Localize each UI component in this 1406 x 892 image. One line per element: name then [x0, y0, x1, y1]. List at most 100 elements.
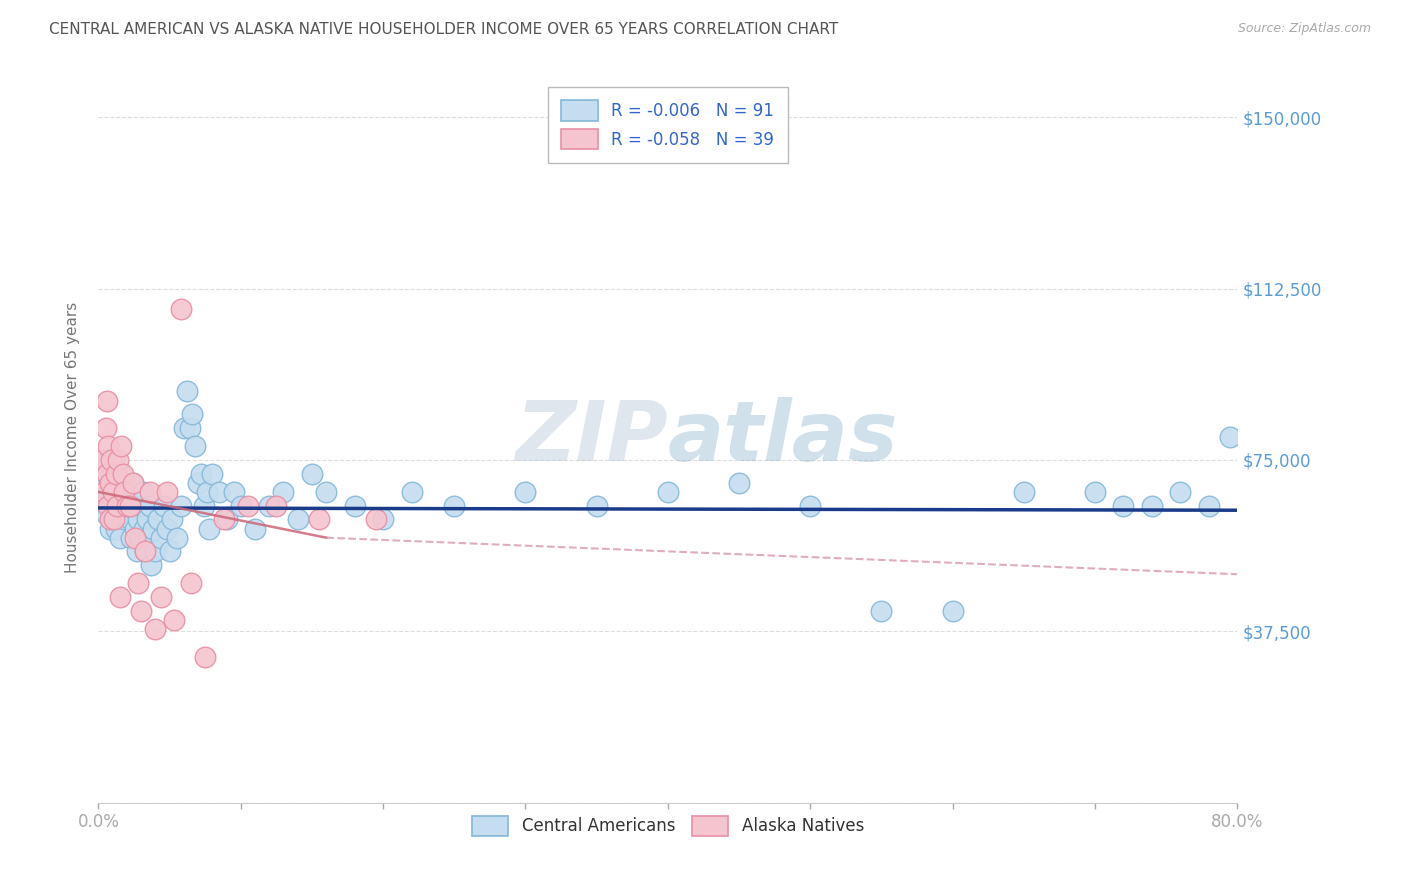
Point [135, 512, 157, 526]
Point [117, 499, 139, 513]
Point [166, 531, 188, 545]
Point [127, 512, 149, 526]
Point [373, 512, 395, 526]
Point [1170, 484, 1192, 499]
Point [98, 512, 121, 526]
Point [273, 484, 295, 499]
Y-axis label: Householder Income Over 65 years: Householder Income Over 65 years [65, 301, 80, 573]
Point [315, 484, 337, 499]
Text: CENTRAL AMERICAN VS ALASKA NATIVE HOUSEHOLDER INCOME OVER 65 YEARS CORRELATION C: CENTRAL AMERICAN VS ALASKA NATIVE HOUSEH… [49, 22, 838, 37]
Point [136, 531, 159, 545]
Point [1012, 484, 1035, 499]
Point [153, 499, 176, 513]
Point [176, 384, 198, 399]
Point [266, 499, 288, 513]
Point [134, 544, 156, 558]
Point [870, 604, 893, 618]
Point [121, 475, 143, 490]
Point [1140, 499, 1163, 513]
Point [104, 521, 127, 535]
Point [308, 512, 330, 526]
Point [125, 544, 148, 558]
Point [94, 467, 117, 481]
Point [108, 590, 131, 604]
Point [103, 512, 125, 526]
Legend: Central Americans, Alaska Natives: Central Americans, Alaska Natives [458, 802, 877, 849]
Point [139, 558, 162, 573]
Point [100, 453, 122, 467]
Point [112, 512, 135, 526]
Point [364, 512, 387, 526]
Point [187, 475, 209, 490]
Point [134, 544, 156, 558]
Point [122, 499, 145, 513]
Point [121, 475, 143, 490]
Point [93, 484, 115, 499]
Point [111, 467, 134, 481]
Point [129, 499, 152, 513]
Point [100, 467, 122, 481]
Point [96, 508, 118, 522]
Point [105, 499, 128, 513]
Point [194, 649, 217, 664]
Point [110, 439, 132, 453]
Point [97, 499, 120, 513]
Point [173, 421, 195, 435]
Point [111, 484, 134, 499]
Point [1112, 499, 1135, 513]
Point [124, 531, 146, 545]
Point [107, 499, 129, 513]
Point [128, 531, 150, 545]
Text: Source: ZipAtlas.com: Source: ZipAtlas.com [1237, 22, 1371, 36]
Point [190, 467, 212, 481]
Point [1198, 499, 1220, 513]
Point [101, 484, 124, 499]
Point [193, 499, 215, 513]
Point [98, 475, 121, 490]
Point [94, 421, 117, 435]
Point [145, 544, 167, 558]
Point [101, 484, 124, 499]
Point [1219, 430, 1241, 444]
Point [93, 499, 115, 513]
Point [108, 467, 131, 481]
Point [103, 453, 125, 467]
Point [118, 512, 141, 526]
Point [170, 301, 193, 317]
Point [132, 521, 155, 535]
Point [96, 467, 118, 481]
Point [104, 475, 127, 490]
Point [127, 576, 149, 591]
Point [101, 512, 124, 526]
Point [179, 421, 201, 435]
Point [141, 521, 163, 535]
Point [159, 544, 181, 558]
Point [343, 499, 366, 513]
Point [100, 499, 122, 513]
Point [259, 499, 281, 513]
Point [104, 467, 127, 481]
Point [208, 484, 231, 499]
Point [201, 467, 224, 481]
Point [91, 453, 114, 467]
Point [1084, 484, 1107, 499]
Point [107, 453, 129, 467]
Point [138, 499, 160, 513]
Point [401, 484, 423, 499]
Point [115, 484, 138, 499]
Point [131, 484, 153, 499]
Point [243, 521, 266, 535]
Point [184, 439, 207, 453]
Text: ZIP: ZIP [515, 397, 668, 477]
Point [96, 393, 118, 408]
Point [97, 453, 120, 467]
Point [301, 467, 323, 481]
Point [120, 531, 142, 545]
Point [162, 512, 184, 526]
Point [222, 484, 245, 499]
Point [156, 484, 179, 499]
Point [198, 521, 221, 535]
Point [115, 499, 138, 513]
Point [236, 499, 259, 513]
Point [138, 484, 160, 499]
